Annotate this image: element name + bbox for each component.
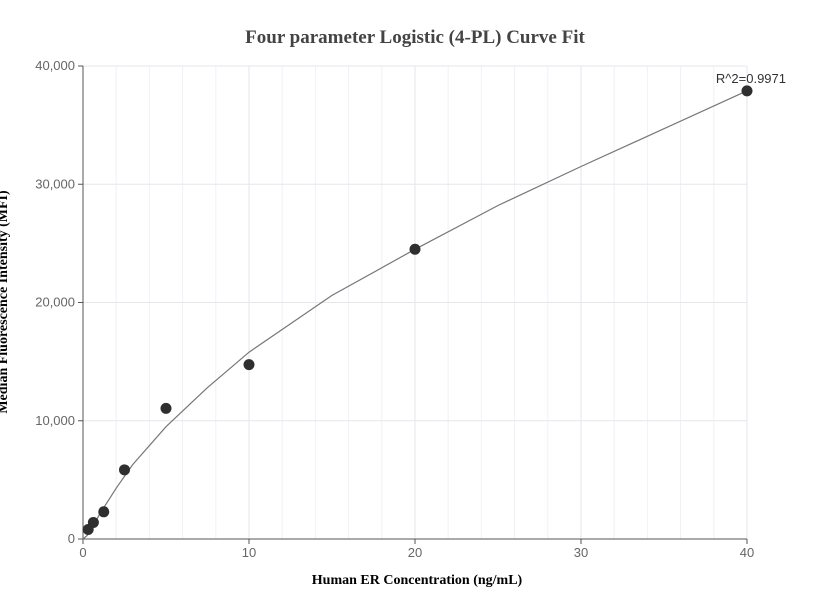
- x-tick-label: 0: [79, 545, 86, 560]
- y-axis-label: Median Fluorescence Intensity (MFI): [0, 190, 11, 414]
- y-tick-label: 10,000: [35, 413, 75, 428]
- data-point: [409, 243, 421, 255]
- data-point: [160, 402, 172, 414]
- data-point: [98, 506, 110, 518]
- data-point: [741, 85, 753, 97]
- x-tick-label: 20: [408, 545, 422, 560]
- x-tick-label: 10: [242, 545, 256, 560]
- series: [82, 85, 753, 540]
- x-tick-label: 40: [740, 545, 754, 560]
- tick-labels: 0 10,000 20,000 30,000 40,000 0 10 20 30 40: [35, 58, 754, 560]
- fit-annotation: R^2=0.9971: [716, 71, 786, 86]
- y-tick-label: 30,000: [35, 176, 75, 191]
- gridlines: [83, 65, 748, 539]
- data-point: [119, 464, 130, 476]
- data-point: [87, 516, 99, 528]
- y-tick-label: 0: [68, 531, 75, 546]
- y-tick-label: 20,000: [35, 295, 75, 310]
- y-tick-label: 40,000: [35, 58, 75, 73]
- axes: [78, 65, 748, 544]
- chart-title: Four parameter Logistic (4-PL) Curve Fit: [245, 27, 585, 48]
- x-tick-label: 30: [574, 545, 588, 560]
- data-point: [243, 359, 255, 371]
- x-axis-label: Human ER Concentration (ng/mL): [312, 573, 523, 588]
